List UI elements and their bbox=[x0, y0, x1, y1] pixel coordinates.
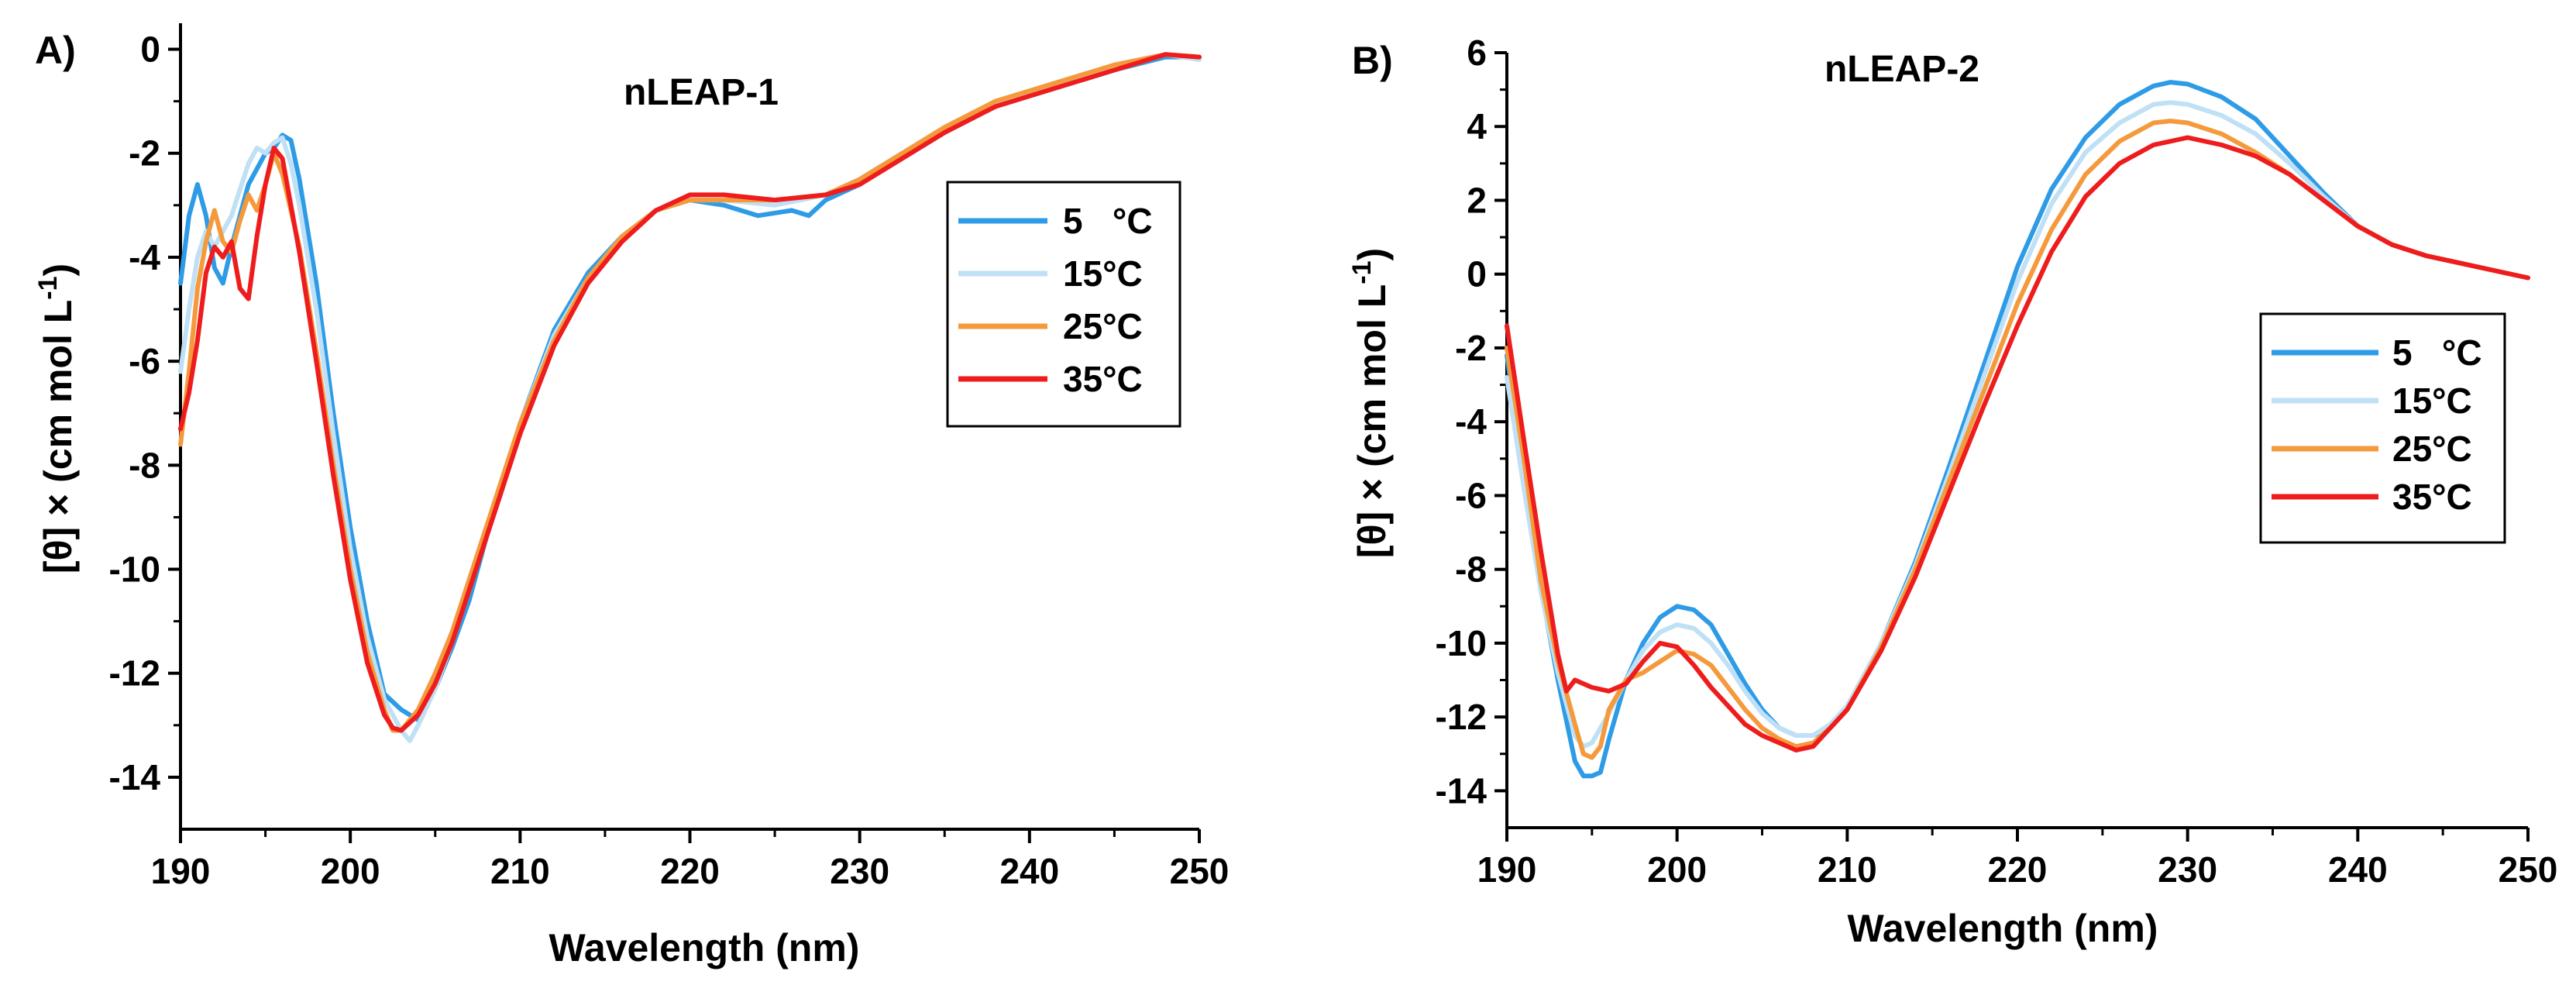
y-tick-label: -4 bbox=[1455, 401, 1487, 442]
legend-label: 15°C bbox=[1063, 253, 1143, 294]
series-line bbox=[178, 52, 1202, 733]
y-axis-title: [θ] × (cm mol L-1) bbox=[33, 263, 80, 573]
y-tick-label: -12 bbox=[1436, 697, 1487, 737]
x-tick-label: 210 bbox=[1818, 849, 1877, 890]
panel-title: nLEAP-1 bbox=[624, 72, 779, 113]
x-tick-label: 250 bbox=[2499, 849, 2558, 890]
legend-label: 5 °C bbox=[2392, 332, 2482, 373]
y-tick-label: -12 bbox=[109, 653, 160, 694]
y-axis-title-close: ) bbox=[1350, 248, 1394, 261]
y-axis-title-sup: -1 bbox=[1347, 260, 1377, 284]
panel-title: nLEAP-2 bbox=[1825, 49, 1979, 90]
panel-letter: B) bbox=[1352, 39, 1393, 82]
y-axis-title: [θ] × (cm mol L-1) bbox=[1347, 248, 1394, 558]
y-axis-title-close: ) bbox=[36, 263, 80, 277]
x-tick-label: 190 bbox=[1477, 849, 1537, 890]
y-tick-label: -14 bbox=[109, 757, 161, 797]
legend-label: 25°C bbox=[1063, 306, 1143, 346]
plot-area: 6 4 2 0 -2 -4 -6 -8 -10 -12 -14 190 200 210 220 230 240 2… bbox=[1436, 33, 2558, 890]
y-tick-label: -6 bbox=[129, 341, 160, 381]
y-axis-title-main: [θ] × (cm mol L bbox=[1350, 284, 1394, 558]
y-tick-label: -6 bbox=[1455, 475, 1487, 515]
legend-label: 15°C bbox=[2392, 381, 2472, 421]
legend: 5 °C 15°C 25°C 35°C bbox=[946, 181, 1181, 428]
y-tick-label: 0 bbox=[140, 29, 160, 70]
series-line bbox=[1505, 135, 2530, 753]
y-tick-label: -14 bbox=[1436, 770, 1487, 811]
y-tick-label: -4 bbox=[129, 237, 160, 277]
series-line bbox=[178, 52, 1202, 733]
y-tick-label: -2 bbox=[1455, 328, 1487, 368]
panel-letter: A) bbox=[35, 29, 76, 72]
legend-label: 35°C bbox=[1063, 359, 1143, 399]
x-tick-label: 220 bbox=[1988, 849, 2048, 890]
y-tick-label: -10 bbox=[109, 549, 160, 590]
x-tick-label: 240 bbox=[2328, 849, 2388, 890]
y-tick-label: 6 bbox=[1467, 33, 1487, 73]
x-tick-label: 200 bbox=[1647, 849, 1707, 890]
x-tick-label: 200 bbox=[321, 851, 380, 891]
panel-a: A) nLEAP-1 Wavelength (nm) [θ] × (cm mol… bbox=[33, 23, 1229, 970]
y-tick-label: 0 bbox=[1467, 254, 1487, 294]
panel-b: B) nLEAP-2 Wavelength (nm) [θ] × (cm mol… bbox=[1347, 33, 2557, 950]
y-tick-label: -10 bbox=[1436, 623, 1487, 663]
y-axis-title-main: [θ] × (cm mol L bbox=[36, 300, 80, 573]
legend: 5 °C 15°C 25°C 35°C bbox=[2259, 312, 2506, 544]
x-tick-label: 250 bbox=[1170, 851, 1230, 891]
y-tick-label: 4 bbox=[1467, 106, 1487, 146]
x-axis-title: Wavelength (nm) bbox=[549, 926, 860, 970]
x-axis-title: Wavelength (nm) bbox=[1848, 907, 2158, 950]
legend-label: 5 °C bbox=[1063, 201, 1153, 241]
y-tick-label: 2 bbox=[1467, 180, 1487, 220]
x-tick-label: 240 bbox=[999, 851, 1059, 891]
y-tick-label: -2 bbox=[129, 133, 160, 174]
legend-label: 35°C bbox=[2392, 477, 2472, 517]
x-tick-label: 230 bbox=[2158, 849, 2217, 890]
y-tick-label: -8 bbox=[1455, 549, 1487, 590]
y-axis-title-sup: -1 bbox=[33, 276, 63, 299]
x-tick-label: 210 bbox=[490, 851, 550, 891]
x-tick-label: 230 bbox=[830, 851, 889, 891]
y-tick-label: -8 bbox=[129, 445, 160, 485]
x-tick-label: 220 bbox=[660, 851, 720, 891]
legend-label: 25°C bbox=[2392, 429, 2472, 469]
x-tick-label: 190 bbox=[151, 851, 211, 891]
plot-area: 0 -2 -4 -6 -8 -10 -12 -14 190 200 210 220 230 240 250 bbox=[109, 23, 1230, 891]
